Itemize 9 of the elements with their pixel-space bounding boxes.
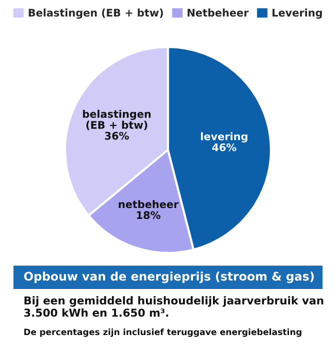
data-label: belastingen (EB + btw) 36% xyxy=(83,110,151,140)
data-label: netbeheer 18% xyxy=(118,200,179,220)
legend-label: Netbeheer xyxy=(188,8,249,17)
legend-label: Belastingen (EB + btw) xyxy=(28,8,163,19)
legend-label: Levering xyxy=(272,8,322,19)
data-label: levering 46% xyxy=(201,132,248,152)
text: Bij een gemiddeld huishoudelijk jaarverbruik van 3.500 kWh en 1.650 m³. xyxy=(24,296,324,317)
text: De percentages zijn inclusief teruggave energiebelasting xyxy=(24,328,302,337)
text: Opbouw van de energieprijs (stroom & gas) xyxy=(24,272,314,284)
